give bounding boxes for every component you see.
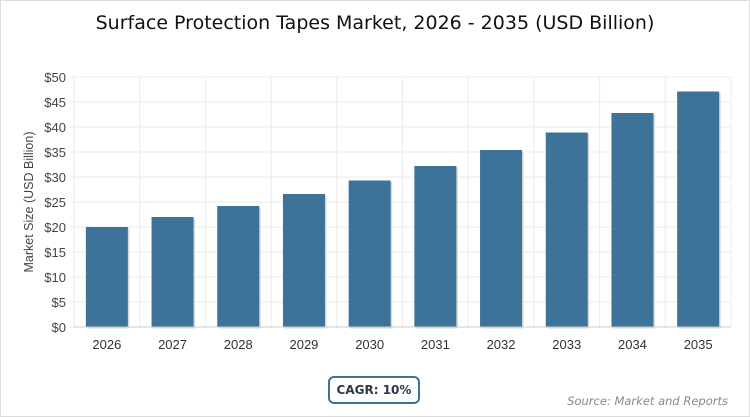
- bar-2034: [611, 113, 654, 327]
- y-tick-label: $15: [44, 245, 66, 260]
- x-tick-label: 2030: [355, 337, 384, 352]
- y-tick-label: $5: [52, 295, 66, 310]
- y-tick-label: $25: [44, 195, 66, 210]
- bar-2033: [545, 132, 588, 327]
- bar-2031: [414, 166, 457, 327]
- bar-2035: [677, 91, 720, 327]
- y-tick-label: $10: [44, 270, 66, 285]
- bar-2027: [151, 217, 194, 327]
- bar-2030: [348, 180, 391, 327]
- x-tick-label: 2027: [158, 337, 187, 352]
- chart-title: Surface Protection Tapes Market, 2026 - …: [95, 12, 655, 34]
- y-axis-label: Market Size (USD Billion): [22, 131, 36, 272]
- x-tick-label: 2029: [289, 337, 318, 352]
- source-note: Source: Market and Reports: [567, 394, 728, 408]
- y-tick-label: $50: [44, 70, 66, 85]
- bar-2029: [282, 194, 325, 327]
- x-tick-label: 2035: [684, 337, 713, 352]
- y-tick-label: $35: [44, 145, 66, 160]
- x-tick-label: 2028: [224, 337, 253, 352]
- x-tick-label: 2032: [487, 337, 516, 352]
- y-tick-label: $40: [44, 120, 66, 135]
- x-tick-label: 2026: [92, 337, 121, 352]
- cagr-badge: CAGR: 10%: [328, 376, 420, 404]
- bar-2026: [85, 227, 128, 327]
- bar-2028: [217, 206, 260, 327]
- x-tick-label: 2031: [421, 337, 450, 352]
- y-tick-label: $30: [44, 170, 66, 185]
- bar-2032: [480, 150, 523, 327]
- x-tick-label: 2034: [618, 337, 647, 352]
- y-tick-label: $20: [44, 220, 66, 235]
- y-tick-label: $45: [44, 95, 66, 110]
- x-tick-label: 2033: [552, 337, 581, 352]
- y-tick-label: $0: [52, 320, 66, 335]
